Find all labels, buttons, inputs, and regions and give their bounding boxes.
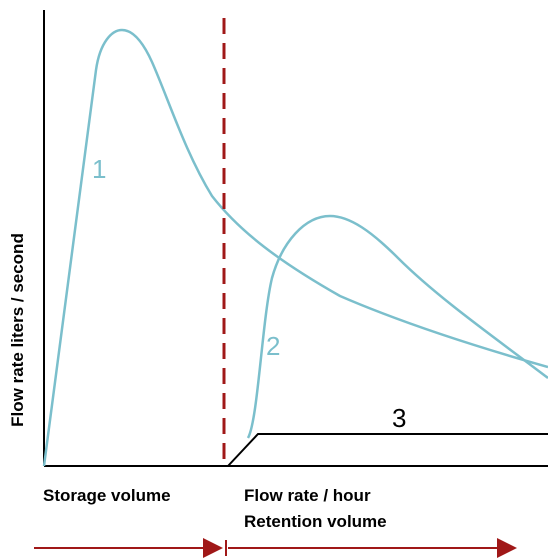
curve-1-label: 1 <box>92 154 106 184</box>
y-axis-label: Flow rate liters / second <box>8 233 27 427</box>
flow-rate-hour-text: Flow rate / hour <box>244 486 371 505</box>
curve-2 <box>246 214 548 439</box>
curve-1 <box>42 28 548 467</box>
curve-2-label: 2 <box>266 331 280 361</box>
curve-3 <box>227 433 548 467</box>
retention-volume-text: Retention volume <box>244 512 387 531</box>
curve-3-label: 3 <box>392 403 406 433</box>
storage-volume-label: Storage volume <box>43 483 171 509</box>
storage-volume-text: Storage volume <box>43 486 171 505</box>
retention-region-label: Flow rate / hour Retention volume <box>244 483 387 535</box>
